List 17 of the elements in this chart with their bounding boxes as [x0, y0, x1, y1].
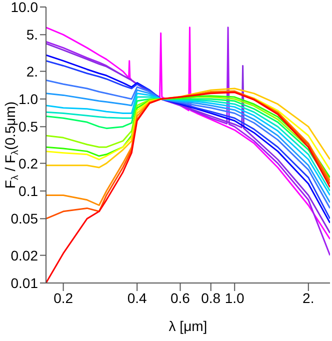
y-tick-label: 5.: [26, 26, 38, 43]
y-tick-label: 0.01: [10, 274, 38, 291]
x-axis-title: λ [μm]: [168, 318, 208, 334]
y-tick-label: 0.5: [18, 118, 38, 135]
y-tick-label: 1.0: [18, 90, 38, 107]
y-tick-label: 0.1: [18, 182, 38, 199]
y-tick-label: 0.05: [10, 210, 38, 227]
x-tick-label: 0.4: [127, 290, 148, 306]
y-tick-label: 0.2: [18, 155, 38, 172]
x-tick-label: 2.: [302, 290, 314, 306]
y-tick-label: 10.0: [10, 0, 38, 15]
x-tick-label: 1.0: [224, 290, 245, 306]
x-tick-label: 0.2: [54, 290, 74, 306]
x-tick-label: 0.8: [201, 290, 221, 306]
y-tick-label: 0.02: [10, 247, 38, 264]
y-tick-label: 2.: [26, 63, 38, 80]
x-tick-label: 0.6: [170, 290, 190, 306]
